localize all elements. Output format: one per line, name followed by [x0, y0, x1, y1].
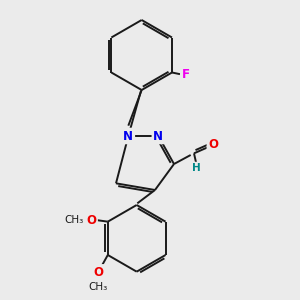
Text: O: O: [94, 266, 103, 279]
Text: F: F: [182, 68, 190, 81]
Text: CH₃: CH₃: [89, 282, 108, 292]
Text: O: O: [208, 138, 218, 151]
Text: O: O: [86, 214, 96, 226]
Text: CH₃: CH₃: [65, 215, 84, 225]
Text: N: N: [123, 130, 133, 142]
Text: N: N: [153, 130, 163, 142]
Text: H: H: [192, 163, 201, 173]
